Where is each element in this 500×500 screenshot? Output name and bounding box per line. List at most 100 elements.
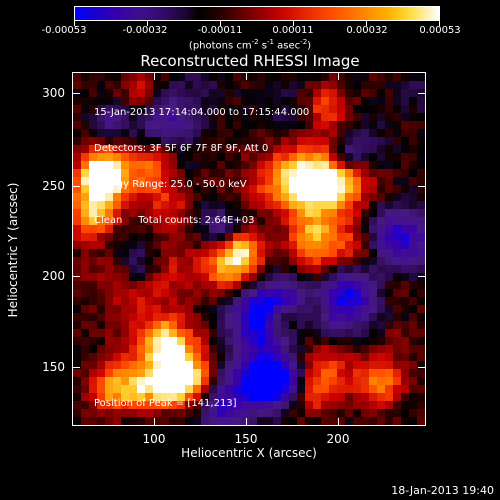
heatmap-cell	[393, 265, 402, 274]
heatmap-cell	[345, 257, 354, 266]
heatmap-cell	[209, 73, 218, 82]
heatmap-cell	[113, 113, 122, 122]
heatmap-cell	[401, 305, 410, 314]
heatmap-cell	[273, 281, 282, 290]
heatmap-cell	[313, 185, 322, 194]
heatmap-cell	[89, 289, 98, 298]
heatmap-cell	[265, 409, 274, 418]
heatmap-cell	[297, 233, 306, 242]
heatmap-cell	[257, 217, 266, 226]
x-tick-mark	[338, 72, 339, 80]
heatmap-cell	[257, 241, 266, 250]
heatmap-cell	[321, 337, 330, 346]
heatmap-cell	[89, 401, 98, 410]
heatmap-cell	[209, 401, 218, 410]
heatmap-cell	[161, 329, 170, 338]
heatmap-cell	[209, 241, 218, 250]
heatmap-cell	[417, 377, 425, 386]
heatmap-cell	[401, 289, 410, 298]
heatmap-cell	[257, 329, 266, 338]
heatmap-cell	[417, 193, 425, 202]
heatmap-cell	[393, 289, 402, 298]
heatmap-cell	[353, 137, 362, 146]
heatmap-cell	[249, 361, 258, 370]
heatmap-cell	[209, 409, 218, 418]
heatmap-cell	[265, 361, 274, 370]
heatmap-cell	[105, 329, 114, 338]
heatmap-cell	[409, 177, 418, 186]
heatmap-cell	[225, 161, 234, 170]
heatmap-cell	[177, 297, 186, 306]
heatmap-cell	[345, 225, 354, 234]
heatmap-cell	[193, 249, 202, 258]
heatmap-cell	[417, 169, 425, 178]
heatmap-cell	[217, 257, 226, 266]
heatmap-cell	[105, 121, 114, 130]
heatmap-cell	[177, 81, 186, 90]
heatmap-cell	[289, 361, 298, 370]
heatmap-cell	[345, 265, 354, 274]
heatmap-cell	[409, 137, 418, 146]
heatmap-cell	[249, 169, 258, 178]
heatmap-cell	[169, 289, 178, 298]
heatmap-cell	[89, 225, 98, 234]
heatmap-cell	[329, 361, 338, 370]
heatmap-cell	[73, 169, 82, 178]
heatmap-cell	[297, 265, 306, 274]
heatmap-cell	[121, 233, 130, 242]
heatmap-cell	[193, 337, 202, 346]
heatmap-cell	[313, 177, 322, 186]
heatmap-cell	[113, 73, 122, 82]
heatmap-cell	[281, 129, 290, 138]
heatmap-cell	[137, 177, 146, 186]
heatmap-cell	[313, 193, 322, 202]
heatmap-cell	[113, 233, 122, 242]
heatmap-cell	[369, 153, 378, 162]
heatmap-cell	[153, 201, 162, 210]
heatmap-cell	[145, 409, 154, 418]
heatmap-cell	[265, 377, 274, 386]
heatmap-cell	[177, 73, 186, 82]
heatmap-cell	[201, 321, 210, 330]
heatmap-cell	[201, 129, 210, 138]
heatmap-cell	[113, 121, 122, 130]
heatmap-cell	[289, 113, 298, 122]
heatmap-cell	[401, 193, 410, 202]
heatmap-cell	[233, 217, 242, 226]
heatmap-cell	[161, 201, 170, 210]
heatmap-cell	[273, 329, 282, 338]
heatmap-cell	[329, 153, 338, 162]
y-tick-mark	[418, 93, 426, 94]
heatmap-cell	[233, 97, 242, 106]
heatmap-cell	[289, 297, 298, 306]
heatmap-cell	[161, 281, 170, 290]
heatmap-cell	[153, 81, 162, 90]
heatmap-cell	[305, 129, 314, 138]
heatmap-cell	[289, 137, 298, 146]
heatmap-cell	[113, 393, 122, 402]
heatmap-cell	[297, 321, 306, 330]
heatmap-cell	[393, 377, 402, 386]
heatmap-cell	[137, 113, 146, 122]
heatmap-cell	[369, 361, 378, 370]
heatmap-cell	[305, 281, 314, 290]
heatmap-cell	[137, 145, 146, 154]
heatmap-cell	[81, 345, 90, 354]
heatmap-cell	[321, 137, 330, 146]
heatmap-cell	[121, 201, 130, 210]
heatmap-cell	[281, 137, 290, 146]
y-tick-mark	[418, 186, 426, 187]
heatmap-cell	[385, 273, 394, 282]
heatmap-cell	[193, 81, 202, 90]
heatmap-cell	[369, 249, 378, 258]
heatmap-cell	[89, 121, 98, 130]
heatmap-cell	[161, 217, 170, 226]
heatmap-cell	[369, 129, 378, 138]
heatmap-cell	[217, 225, 226, 234]
heatmap-cell	[265, 73, 274, 82]
heatmap-cell	[305, 417, 314, 425]
heatmap-cell	[129, 241, 138, 250]
heatmap-cell	[361, 361, 370, 370]
heatmap-cell	[201, 105, 210, 114]
heatmap-cell	[105, 153, 114, 162]
